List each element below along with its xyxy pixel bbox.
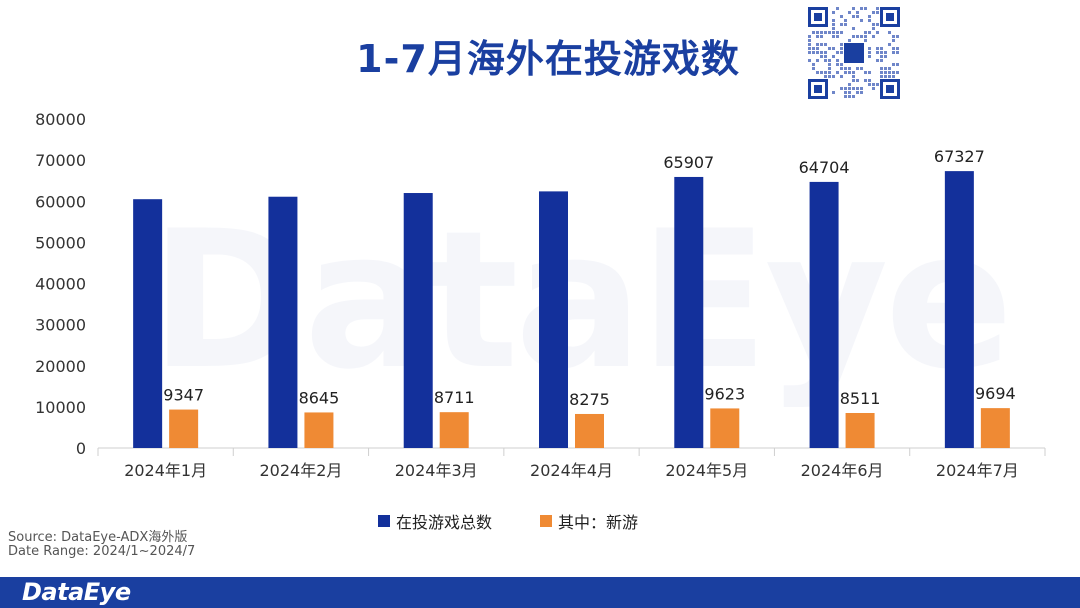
data-label: 8711 [434, 388, 475, 407]
x-tick-label: 2024年1月 [124, 461, 207, 480]
footer-bar: DataEye [0, 577, 1080, 608]
bar-new [304, 412, 334, 448]
y-tick-label: 20000 [35, 357, 86, 376]
x-tick-label: 2024年7月 [936, 461, 1019, 480]
legend-item-new: 其中：新游 [540, 509, 638, 533]
data-label: 8275 [569, 390, 610, 409]
bar-total [268, 196, 298, 448]
chart-legend: 在投游戏总数 其中：新游 [0, 509, 1080, 533]
bar-new [169, 409, 199, 448]
bar-total [944, 171, 974, 448]
y-tick-label: 0 [76, 439, 86, 458]
bar-new [845, 412, 875, 448]
legend-swatch-new [540, 515, 552, 527]
date-range-note: Date Range: 2024/1~2024/7 [8, 544, 196, 559]
legend-swatch-total [378, 515, 390, 527]
chart-title: 1-7月海外在投游戏数 [356, 37, 740, 81]
x-tick-label: 2024年6月 [801, 461, 884, 480]
bar-new [980, 408, 1010, 448]
data-label: 8511 [840, 389, 881, 408]
data-label: 65907 [663, 153, 714, 172]
bar-new [710, 408, 740, 448]
dataeye-logo: DataEye [22, 578, 131, 606]
y-tick-label: 80000 [35, 110, 86, 129]
bar-new [575, 413, 604, 448]
data-label: 9623 [704, 384, 745, 403]
legend-label-new: 其中：新游 [558, 513, 639, 532]
bar-total [539, 191, 568, 448]
bar-new [439, 412, 469, 448]
y-tick-label: 10000 [35, 398, 86, 417]
y-tick-label: 60000 [35, 192, 86, 211]
bar-total [674, 176, 704, 448]
qr-code-icon [806, 5, 902, 101]
bar-total [809, 181, 839, 449]
legend-item-total: 在投游戏总数 [378, 509, 492, 533]
data-label: 67327 [934, 147, 985, 166]
y-tick-label: 70000 [35, 151, 86, 170]
y-tick-label: 30000 [35, 316, 86, 335]
data-label: 64704 [799, 158, 850, 177]
y-tick-label: 50000 [35, 233, 86, 252]
data-label: 9347 [163, 386, 204, 405]
x-tick-label: 2024年4月 [530, 461, 613, 480]
x-tick-label: 2024年5月 [665, 461, 748, 480]
data-label: 9694 [975, 384, 1016, 403]
bar-total [133, 199, 163, 448]
bar-total [403, 193, 433, 448]
data-label: 8645 [299, 388, 340, 407]
y-tick-label: 40000 [35, 275, 86, 294]
x-tick-label: 2024年2月 [259, 461, 342, 480]
x-tick-label: 2024年3月 [395, 461, 478, 480]
source-note: Source: DataEye-ADX海外版 [8, 530, 188, 545]
legend-label-total: 在投游戏总数 [396, 513, 493, 532]
